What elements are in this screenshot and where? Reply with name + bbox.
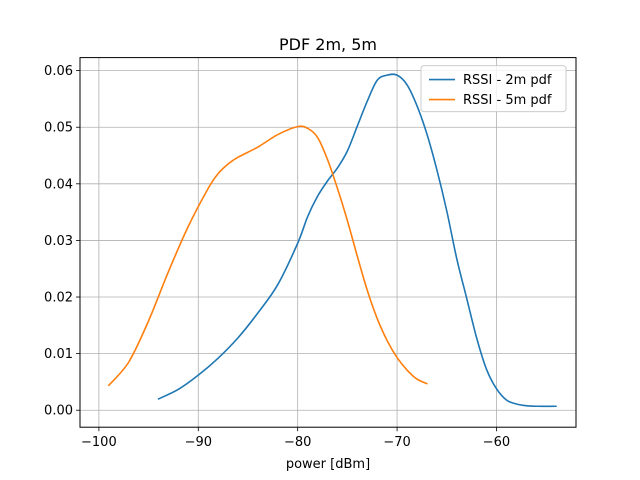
grid-lines — [80, 57, 576, 428]
y-tick-label: 0.02 — [44, 291, 73, 306]
series-line-1 — [157, 73, 557, 408]
x-axis: −100 −90 −80 −70 −60 — [81, 427, 510, 450]
legend-label: RSSI - 5m pdf — [463, 93, 552, 108]
y-tick-label: 0.03 — [44, 234, 73, 249]
y-tick-label: 0.05 — [44, 121, 73, 136]
y-tick-label: 0.01 — [44, 347, 73, 362]
x-tick-label: −70 — [383, 435, 410, 450]
legend-box — [420, 65, 567, 113]
chart-title: PDF 2m, 5m — [279, 35, 377, 54]
x-tick-label: −60 — [483, 435, 510, 450]
x-axis-label: power [dBm] — [286, 457, 370, 472]
legend: RSSI - 2m pdf RSSI - 5m pdf — [420, 65, 567, 113]
x-tick-label: −80 — [284, 435, 311, 450]
series-layer — [108, 73, 557, 408]
x-tick-label: −100 — [81, 435, 117, 450]
x-tick-label: −90 — [185, 435, 212, 450]
y-tick-label: 0.04 — [44, 177, 73, 192]
plot-frame — [79, 57, 577, 428]
legend-label: RSSI - 2m pdf — [463, 73, 552, 88]
y-tick-label: 0.06 — [44, 64, 73, 79]
y-tick-label: 0.00 — [44, 404, 73, 419]
series-line-2 — [108, 125, 428, 387]
y-axis: 0.00 0.01 0.02 0.03 0.04 0.05 0.06 — [44, 64, 80, 419]
